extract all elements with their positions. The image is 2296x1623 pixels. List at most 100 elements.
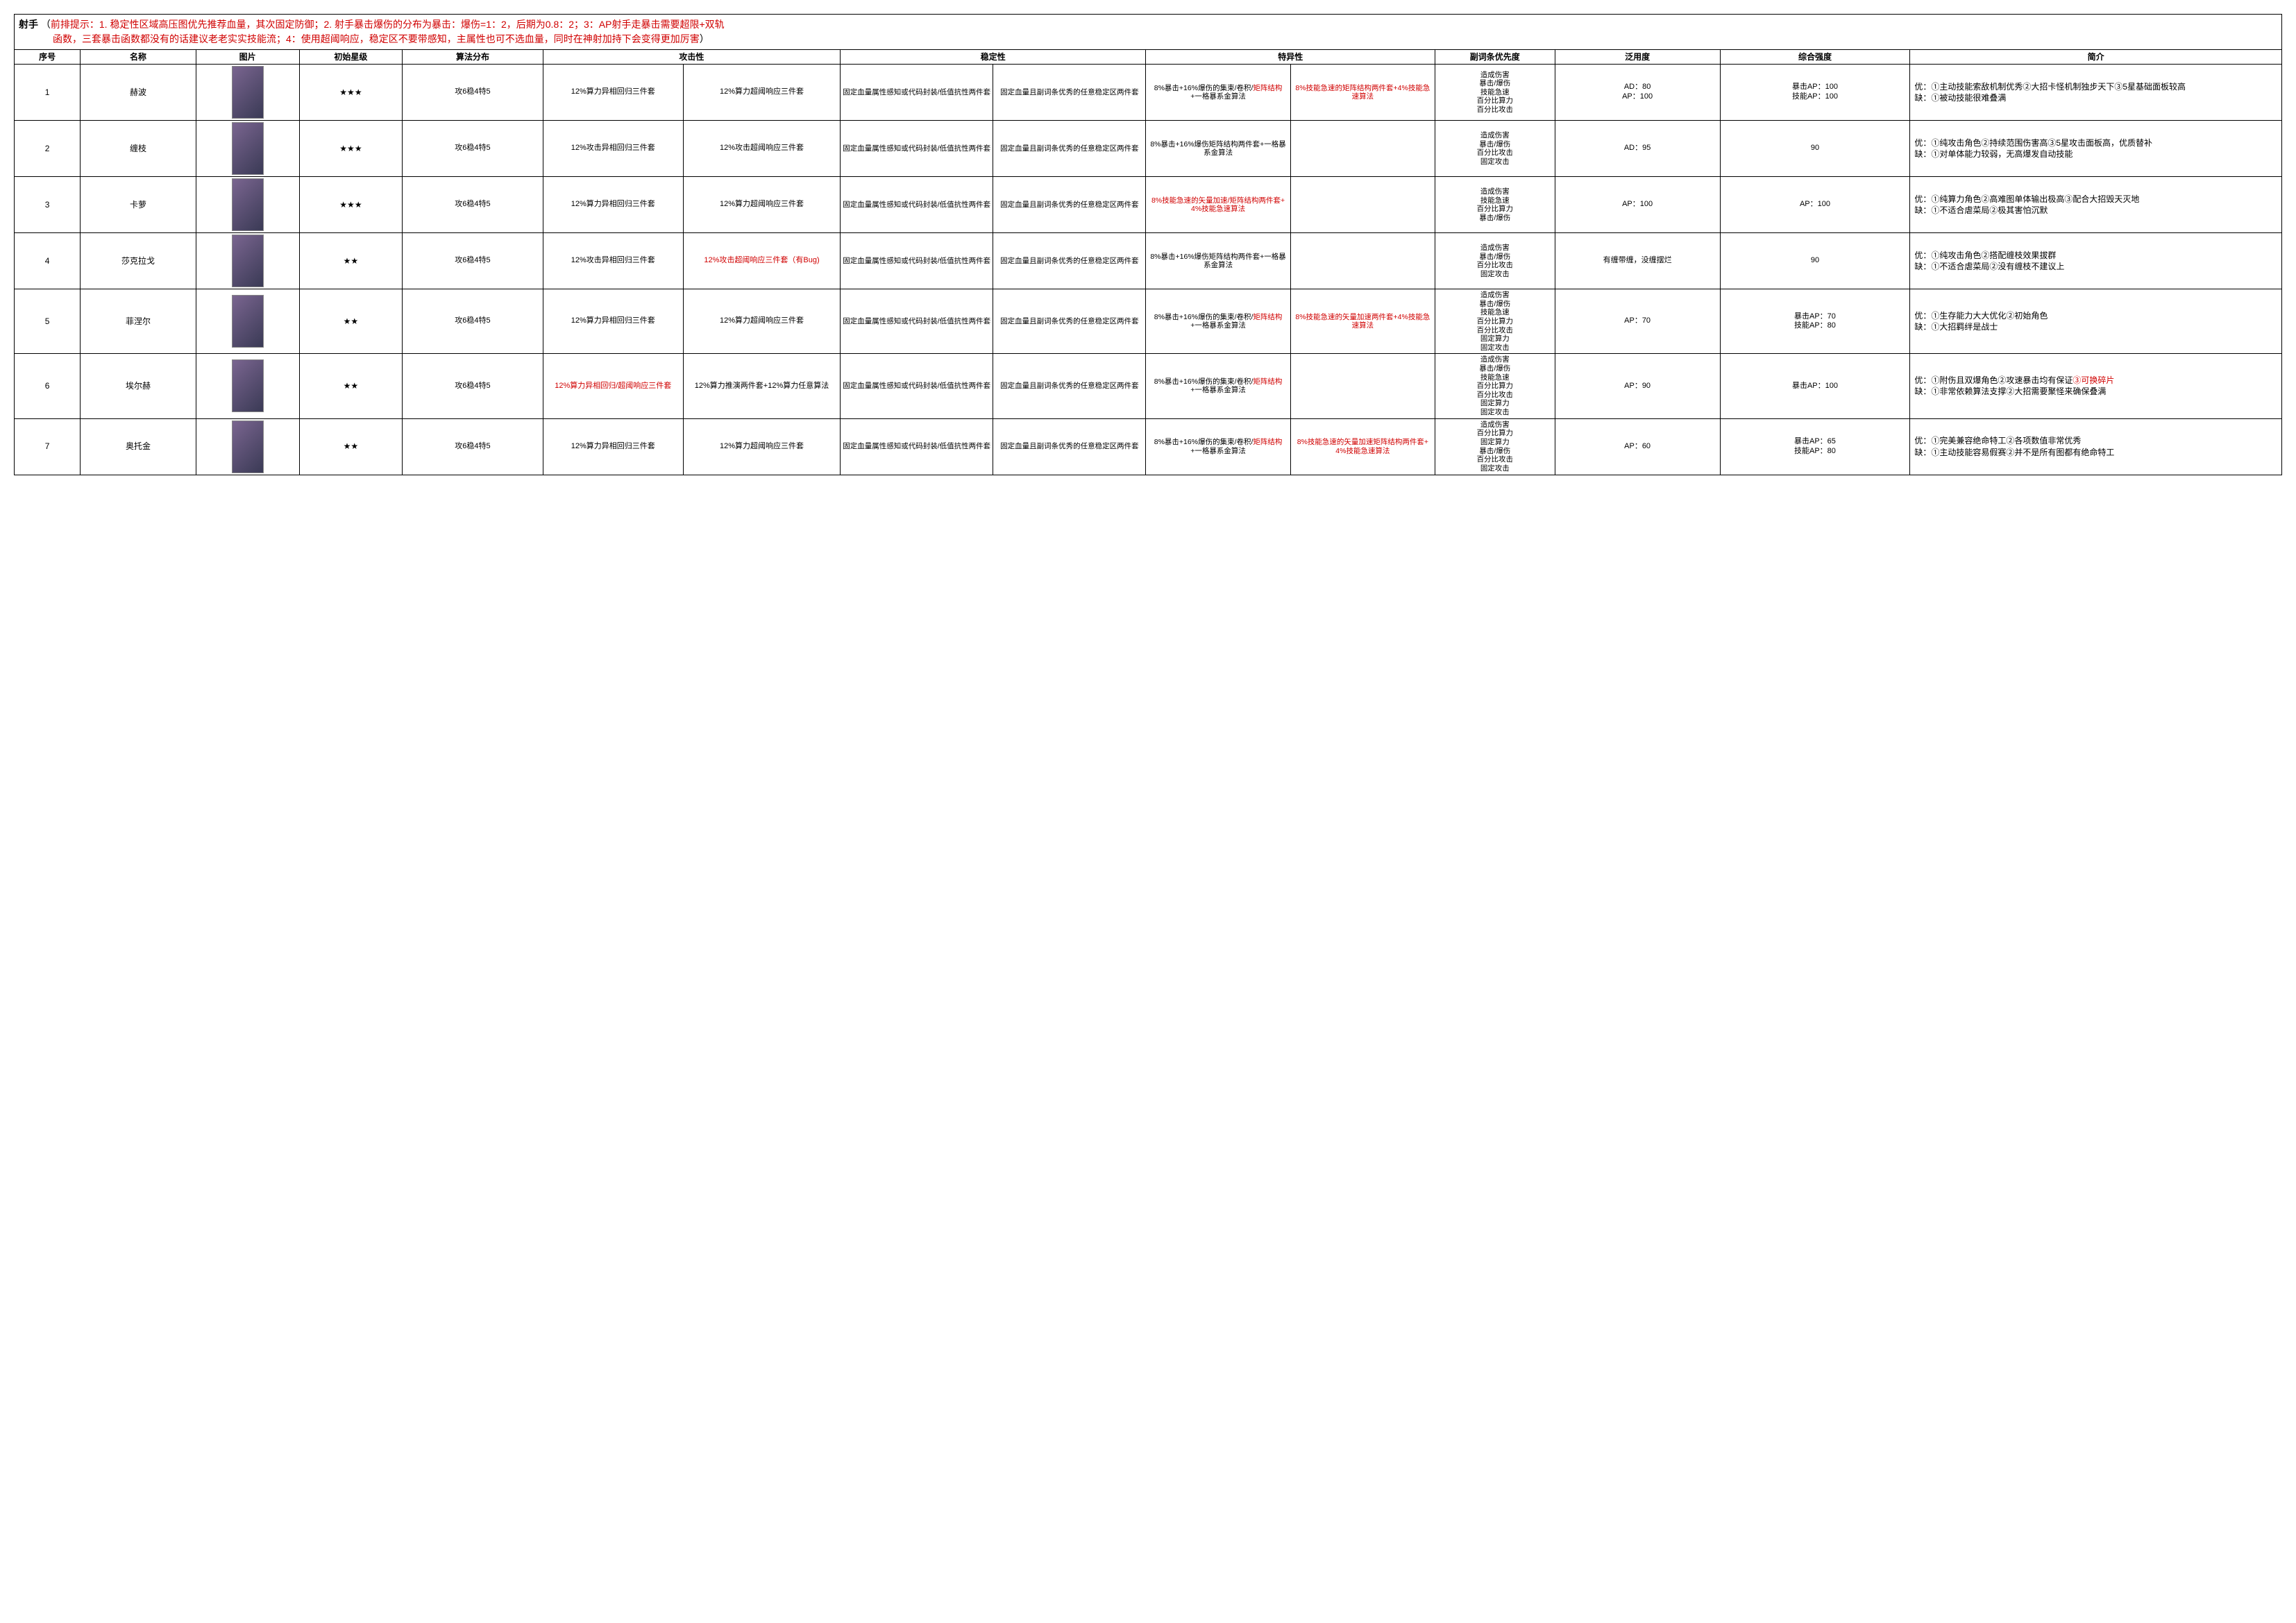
character-portrait [232, 420, 264, 473]
cell-atk1: 12%算力异相回归三件套 [543, 418, 683, 475]
cell-stars: ★★★ [299, 121, 403, 177]
cell-stab1: 固定血量属性感知或代码封装/低值抗性两件套 [841, 121, 993, 177]
character-portrait [232, 295, 264, 348]
cell-stab2: 固定血量且副词条优秀的任意稳定区两件套 [993, 177, 1146, 233]
cell-str: AP：100 [1720, 177, 1910, 233]
character-portrait [232, 66, 264, 119]
cell-stars: ★★★ [299, 177, 403, 233]
cell-intro: 优：①纯攻击角色②持续范围伤害高③5星攻击面板高，优质替补缺：①对单体能力较弱，… [1910, 121, 2282, 177]
cell-stab1: 固定血量属性感知或代码封装/低值抗性两件套 [841, 177, 993, 233]
cell-spec2 [1290, 177, 1435, 233]
cell-stab2: 固定血量且副词条优秀的任意稳定区两件套 [993, 121, 1146, 177]
col-str: 综合强度 [1720, 50, 1910, 65]
cell-prio: 造成伤害暴击/爆伤技能急速百分比算力百分比攻击固定算力固定攻击 [1435, 289, 1555, 354]
cell-idx: 7 [15, 418, 81, 475]
cell-str: 90 [1720, 233, 1910, 289]
cell-dist: 攻6稳4特5 [403, 177, 543, 233]
col-name: 名称 [81, 50, 196, 65]
cell-img [196, 121, 299, 177]
cell-str: 暴击AP：100技能AP：100 [1720, 65, 1910, 121]
cell-prio: 造成伤害暴击/爆伤百分比攻击固定攻击 [1435, 233, 1555, 289]
cell-spec2 [1290, 121, 1435, 177]
cell-name: 卡萝 [81, 177, 196, 233]
cell-name: 埃尔赫 [81, 354, 196, 418]
cell-spec1: 8%暴击+16%爆伤的集束/卷积/矩阵结构+一格暴系金算法 [1146, 354, 1290, 418]
cell-stab1: 固定血量属性感知或代码封装/低值抗性两件套 [841, 289, 993, 354]
cell-spec2: 8%技能急速的矩阵结构两件套+4%技能急速算法 [1290, 65, 1435, 121]
cell-atk1: 12%算力异相回归三件套 [543, 177, 683, 233]
cell-img [196, 289, 299, 354]
cell-spec2 [1290, 354, 1435, 418]
cell-spec2 [1290, 233, 1435, 289]
cell-idx: 6 [15, 354, 81, 418]
cell-stars: ★★ [299, 418, 403, 475]
cell-atk2: 12%算力超阈响应三件套 [683, 177, 840, 233]
table-row: 4莎克拉戈★★攻6稳4特512%攻击异相回归三件套12%攻击超阈响应三件套（有B… [15, 233, 2282, 289]
cell-wide: AD：80AP：100 [1555, 65, 1720, 121]
cell-idx: 5 [15, 289, 81, 354]
cell-stab1: 固定血量属性感知或代码封装/低值抗性两件套 [841, 233, 993, 289]
table-row: 6埃尔赫★★攻6稳4特512%算力异相回归/超阈响应三件套12%算力推演两件套+… [15, 354, 2282, 418]
col-spec: 特异性 [1146, 50, 1435, 65]
cell-intro: 优：①生存能力大大优化②初始角色缺：①大招羁绊是战士 [1910, 289, 2282, 354]
header-note-line2: 函数，三套暴击函数都没有的话建议老老实实技能流；4：使用超阈响应，稳定区不要带感… [19, 32, 2277, 46]
header-note-label: 前排提示： [51, 19, 99, 30]
cell-atk1: 12%攻击异相回归三件套 [543, 121, 683, 177]
cell-str: 暴击AP：65技能AP：80 [1720, 418, 1910, 475]
paren-open: （ [41, 19, 51, 30]
cell-intro: 优：①纯算力角色②高难图单体输出极高③配合大招毁天灭地缺：①不适合虐菜局②极其害… [1910, 177, 2282, 233]
table-row: 7奥托金★★攻6稳4特512%算力异相回归三件套12%算力超阈响应三件套固定血量… [15, 418, 2282, 475]
cell-prio: 造成伤害技能急速百分比算力暴击/爆伤 [1435, 177, 1555, 233]
col-dist: 算法分布 [403, 50, 543, 65]
cell-atk1: 12%攻击异相回归三件套 [543, 233, 683, 289]
cell-str: 90 [1720, 121, 1910, 177]
cell-name: 莎克拉戈 [81, 233, 196, 289]
page-header: 射手 （前排提示：1. 稳定性区域高压图优先推荐血量，其次固定防御；2. 射手暴… [14, 14, 2282, 49]
cell-dist: 攻6稳4特5 [403, 354, 543, 418]
cell-stars: ★★ [299, 233, 403, 289]
cell-spec1: 8%暴击+16%爆伤矩阵结构两件套+一格暴系金算法 [1146, 121, 1290, 177]
cell-name: 赫波 [81, 65, 196, 121]
cell-spec1: 8%暴击+16%爆伤的集束/卷积/矩阵结构+一格暴系金算法 [1146, 418, 1290, 475]
character-portrait [232, 122, 264, 175]
cell-prio: 造成伤害百分比算力固定算力暴击/爆伤百分比攻击固定攻击 [1435, 418, 1555, 475]
cell-atk2: 12%算力推演两件套+12%算力任意算法 [683, 354, 840, 418]
cell-dist: 攻6稳4特5 [403, 418, 543, 475]
cell-wide: AP：100 [1555, 177, 1720, 233]
header-row: 序号 名称 图片 初始星级 算法分布 攻击性 稳定性 特异性 副词条优先度 泛用… [15, 50, 2282, 65]
col-star: 初始星级 [299, 50, 403, 65]
cell-spec1: 8%暴击+16%爆伤矩阵结构两件套+一格暴系金算法 [1146, 233, 1290, 289]
cell-str: 暴击AP：100 [1720, 354, 1910, 418]
cell-atk1: 12%算力异相回归/超阈响应三件套 [543, 354, 683, 418]
cell-idx: 4 [15, 233, 81, 289]
cell-idx: 3 [15, 177, 81, 233]
cell-str: 暴击AP：70技能AP：80 [1720, 289, 1910, 354]
cell-name: 菲涅尔 [81, 289, 196, 354]
cell-spec1: 8%暴击+16%爆伤的集束/卷积/矩阵结构+一格暴系金算法 [1146, 65, 1290, 121]
cell-stars: ★★★ [299, 65, 403, 121]
cell-stab2: 固定血量且副词条优秀的任意稳定区两件套 [993, 354, 1146, 418]
col-intro: 简介 [1910, 50, 2282, 65]
cell-img [196, 354, 299, 418]
cell-atk2: 12%攻击超阈响应三件套 [683, 121, 840, 177]
cell-name: 缠枝 [81, 121, 196, 177]
cell-wide: AD：95 [1555, 121, 1720, 177]
cell-wide: AP：90 [1555, 354, 1720, 418]
cell-img [196, 177, 299, 233]
table-row: 1赫波★★★攻6稳4特512%算力异相回归三件套12%算力超阈响应三件套固定血量… [15, 65, 2282, 121]
cell-intro: 优：①附伤且双爆角色②攻速暴击均有保证③可换碎片缺：①非常依赖算法支撑②大招需要… [1910, 354, 2282, 418]
cell-stab2: 固定血量且副词条优秀的任意稳定区两件套 [993, 289, 1146, 354]
header-title: 射手 [19, 19, 38, 30]
cell-dist: 攻6稳4特5 [403, 289, 543, 354]
col-idx: 序号 [15, 50, 81, 65]
cell-idx: 1 [15, 65, 81, 121]
cell-stab1: 固定血量属性感知或代码封装/低值抗性两件套 [841, 65, 993, 121]
cell-wide: AP：70 [1555, 289, 1720, 354]
character-portrait [232, 235, 264, 287]
cell-dist: 攻6稳4特5 [403, 65, 543, 121]
character-table: 序号 名称 图片 初始星级 算法分布 攻击性 稳定性 特异性 副词条优先度 泛用… [14, 49, 2282, 475]
cell-intro: 优：①纯攻击角色②搭配缠枝效果拔群缺：①不适合虐菜局②没有缠枝不建议上 [1910, 233, 2282, 289]
cell-dist: 攻6稳4特5 [403, 121, 543, 177]
cell-atk1: 12%算力异相回归三件套 [543, 289, 683, 354]
cell-img [196, 418, 299, 475]
